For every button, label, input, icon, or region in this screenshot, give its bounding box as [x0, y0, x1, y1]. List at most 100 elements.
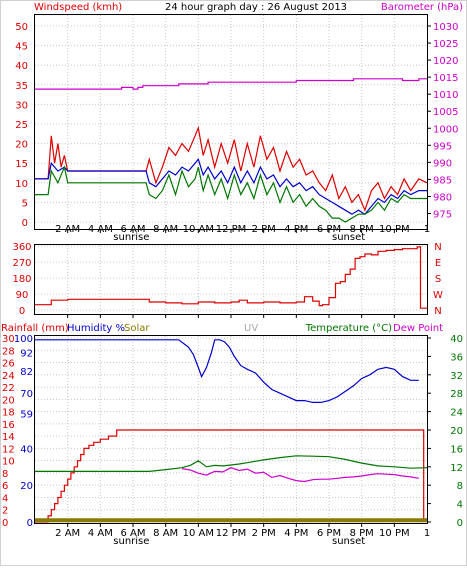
p3-time-label-6: 2 PM: [252, 528, 276, 539]
baro-ytick-1: 980: [433, 192, 452, 203]
compass-label-0: N: [434, 242, 441, 253]
baro-ytick-6: 1005: [433, 107, 458, 118]
rain-humidity-temp-series-2: [35, 455, 428, 472]
p1-time-label-end: 1: [424, 224, 430, 235]
p3-time-label-8: 6 PM: [317, 528, 341, 539]
humidity-ytick-3: 59: [20, 409, 33, 420]
compass-label-2: S: [435, 274, 441, 285]
rain-ytick-7: 14: [2, 432, 15, 443]
rain-ytick-1: 2: [2, 506, 8, 517]
temp-ytick-8: 32: [450, 371, 463, 382]
sunset-label-top: sunset: [332, 232, 365, 243]
rain-humidity-temp-series-1: [35, 339, 419, 403]
baro-ytick-11: 1030: [433, 22, 458, 33]
p3-time-label-1: 4 AM: [88, 528, 113, 539]
baro-ytick-2: 985: [433, 175, 452, 186]
sunset-label-bottom: sunset: [332, 536, 365, 547]
rain-ytick-15: 30: [2, 334, 15, 345]
graph-title: 24 hour graph day : 26 August 2013: [165, 2, 347, 13]
humidity-title: Humidity %: [67, 323, 125, 334]
p3-time-label-5: 12 PM: [216, 528, 247, 539]
dir-ytick-0: 0: [19, 306, 25, 317]
wind-series-0: [35, 125, 428, 212]
baro-ytick-7: 1010: [433, 90, 458, 101]
rainfall-title: Rainfall (mm): [1, 323, 69, 334]
uv-title: UV: [244, 323, 258, 334]
wind-series-1: [35, 158, 427, 215]
p1-time-label-3: 8 AM: [153, 224, 178, 235]
wind-barometer-series: [35, 78, 428, 223]
wind-ytick-1: 5: [22, 198, 28, 209]
baro-ytick-4: 995: [433, 141, 452, 152]
baro-ytick-10: 1025: [433, 39, 458, 50]
p3-time-label-10: 10 PM: [379, 528, 410, 539]
p3-time-label-9: 8 PM: [350, 528, 374, 539]
temp-ytick-4: 16: [450, 444, 463, 455]
wind-ytick-9: 45: [15, 42, 28, 53]
p1-time-label-5: 12 PM: [216, 224, 247, 235]
p1-time-label-8: 6 PM: [317, 224, 341, 235]
humidity-ytick-1: 20: [20, 481, 33, 492]
rain-ytick-14: 28: [2, 346, 15, 357]
wind-barometer-time-labels: 2 AM 4 AM 6 AM 8 AM 10 AM 12 PM 2 PM 4 PM 6 PM 8 …: [55, 224, 430, 235]
rain-ytick-11: 22: [2, 383, 15, 394]
p3-time-label-3: 8 AM: [153, 528, 178, 539]
solar-title: Solar: [124, 323, 150, 334]
humidity-ytick-7: 100: [14, 334, 33, 345]
p1-time-label-9: 8 PM: [350, 224, 374, 235]
p1-time-label-1: 4 AM: [88, 224, 113, 235]
temp-ytick-3: 12: [450, 463, 463, 474]
temp-ytick-5: 20: [450, 426, 463, 437]
rain-ytick-12: 24: [2, 371, 15, 382]
rain-ytick-5: 10: [2, 457, 15, 468]
baro-ytick-0: 975: [433, 209, 452, 220]
dir-ytick-2: 180: [12, 274, 31, 285]
temp-ytick-10: 40: [450, 334, 463, 345]
dir-ytick-4: 360: [12, 242, 31, 253]
dir-ytick-1: 90: [16, 290, 29, 301]
humidity-ytick-5: 82: [20, 367, 33, 378]
wind-barometer-gridlines: [35, 15, 427, 233]
sunrise-label-bottom: sunrise: [113, 536, 149, 547]
humidity-ytick-6: 92: [20, 349, 33, 360]
barometer-title: Barometer (hPa): [381, 2, 463, 13]
p1-time-label-4: 10 AM: [183, 224, 214, 235]
direction-series-0: [35, 246, 427, 309]
rain-ytick-10: 20: [2, 395, 15, 406]
p1-time-label-2: 6 AM: [120, 224, 145, 235]
wind-ytick-2: 10: [15, 179, 28, 190]
temp-ytick-2: 8: [457, 481, 463, 492]
humidity-ytick-2: 40: [20, 444, 33, 455]
wind-direction-series: [35, 246, 427, 309]
temperature-title: Temperature (°C): [305, 323, 392, 334]
p1-time-label-6: 2 PM: [252, 224, 276, 235]
rain-ytick-8: 16: [2, 420, 15, 431]
wind-ytick-6: 30: [15, 100, 28, 111]
wind-ytick-5: 25: [15, 120, 28, 131]
baro-ytick-3: 990: [433, 158, 452, 169]
p3-time-label-0: 2 AM: [55, 528, 80, 539]
wind-ytick-10: 50: [15, 22, 28, 33]
p3-time-label-4: 10 AM: [183, 528, 214, 539]
dir-ytick-3: 270: [12, 258, 31, 269]
rain-ytick-0: 0: [2, 518, 8, 529]
temp-ytick-9: 36: [450, 352, 463, 363]
humidity-ytick-0: 0: [27, 518, 33, 529]
rain-ytick-2: 4: [2, 493, 8, 504]
wind-ytick-8: 40: [15, 61, 28, 72]
baro-ytick-9: 1020: [433, 56, 458, 67]
wind-series-3: [35, 78, 427, 90]
rain-ytick-13: 26: [2, 359, 15, 370]
sunrise-label-top: sunrise: [113, 232, 149, 243]
baro-ytick-5: 1000: [433, 124, 458, 135]
rain-humidity-temp-series-0: [35, 429, 425, 523]
compass-label-3: W: [433, 290, 443, 301]
wind-series-2: [35, 165, 427, 223]
compass-label-4: N: [434, 306, 441, 317]
wind-ytick-3: 15: [15, 159, 28, 170]
rain-humidity-temp-series: [35, 339, 428, 523]
p3-time-label-2: 6 AM: [120, 528, 145, 539]
